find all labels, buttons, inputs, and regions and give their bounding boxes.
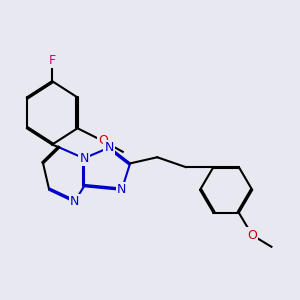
Text: O: O (98, 134, 108, 147)
Text: O: O (247, 229, 257, 242)
Text: N: N (105, 141, 114, 154)
Text: F: F (49, 54, 56, 67)
Text: N: N (117, 183, 126, 196)
Text: N: N (79, 152, 89, 165)
Text: N: N (70, 195, 79, 208)
